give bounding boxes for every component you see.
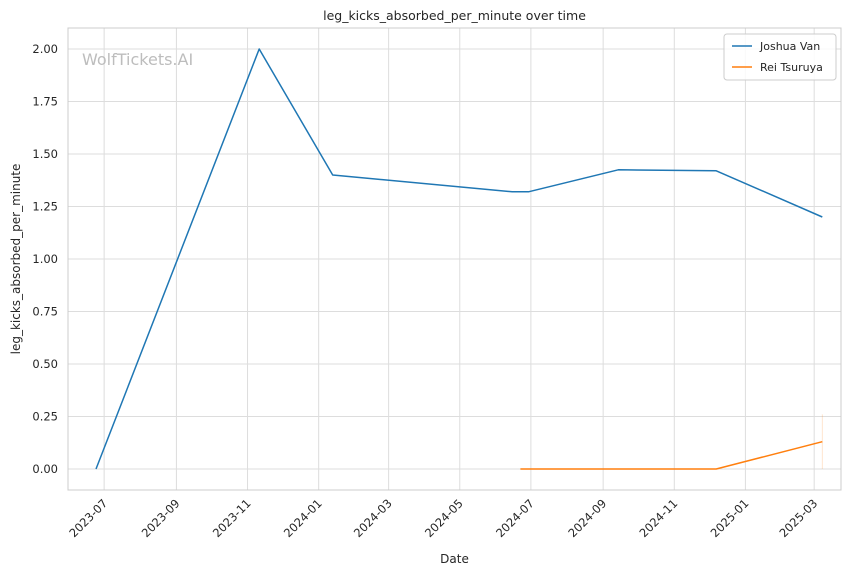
- x-tick-label: 2025-01: [708, 496, 752, 540]
- x-tick-label: 2024-05: [422, 496, 466, 540]
- x-tick-label: 2023-07: [66, 496, 110, 540]
- grid: [68, 28, 841, 490]
- x-tick-label: 2023-11: [210, 496, 254, 540]
- y-tick-label: 1.25: [32, 200, 58, 214]
- x-tick-label: 2024-03: [351, 496, 395, 540]
- series: [95, 48, 823, 470]
- y-tick-label: 0.00: [32, 462, 58, 476]
- chart-title: leg_kicks_absorbed_per_minute over time: [323, 8, 586, 23]
- series-line-rei-tsuruya: [520, 440, 823, 470]
- x-tick-label: 2024-07: [493, 496, 537, 540]
- x-tick-label: 2025-03: [776, 496, 820, 540]
- x-tick-labels: 2023-07 2023-09 2023-11 2024-01 2024-03 2024-…: [66, 496, 820, 540]
- y-axis-label: leg_kicks_absorbed_per_minute: [9, 164, 23, 355]
- series-line-joshua-van: [95, 48, 823, 470]
- y-tick-labels: 0.00 0.25 0.50 0.75 1.00 1.25 1.50 1.75 2.00: [32, 42, 58, 476]
- y-tick-label: 0.75: [32, 305, 58, 319]
- y-tick-label: 1.75: [32, 95, 58, 109]
- x-tick-label: 2024-11: [637, 496, 681, 540]
- x-tick-label: 2023-09: [139, 496, 183, 540]
- y-tick-label: 1.50: [32, 147, 58, 161]
- x-axis-label: Date: [440, 552, 469, 566]
- plot-area: [67, 27, 842, 491]
- legend: Joshua Van Rei Tsuruya: [723, 33, 837, 81]
- legend-label-joshua-van: Joshua Van: [759, 40, 820, 53]
- y-tick-label: 0.50: [32, 357, 58, 371]
- watermark: WolfTickets.AI: [82, 50, 193, 69]
- y-tick-label: 2.00: [32, 42, 58, 56]
- x-tick-label: 2024-09: [565, 496, 609, 540]
- x-tick-label: 2024-01: [281, 496, 325, 540]
- legend-label-rei-tsuruya: Rei Tsuruya: [760, 61, 823, 74]
- y-tick-label: 1.00: [32, 252, 58, 266]
- y-tick-label: 0.25: [32, 410, 58, 424]
